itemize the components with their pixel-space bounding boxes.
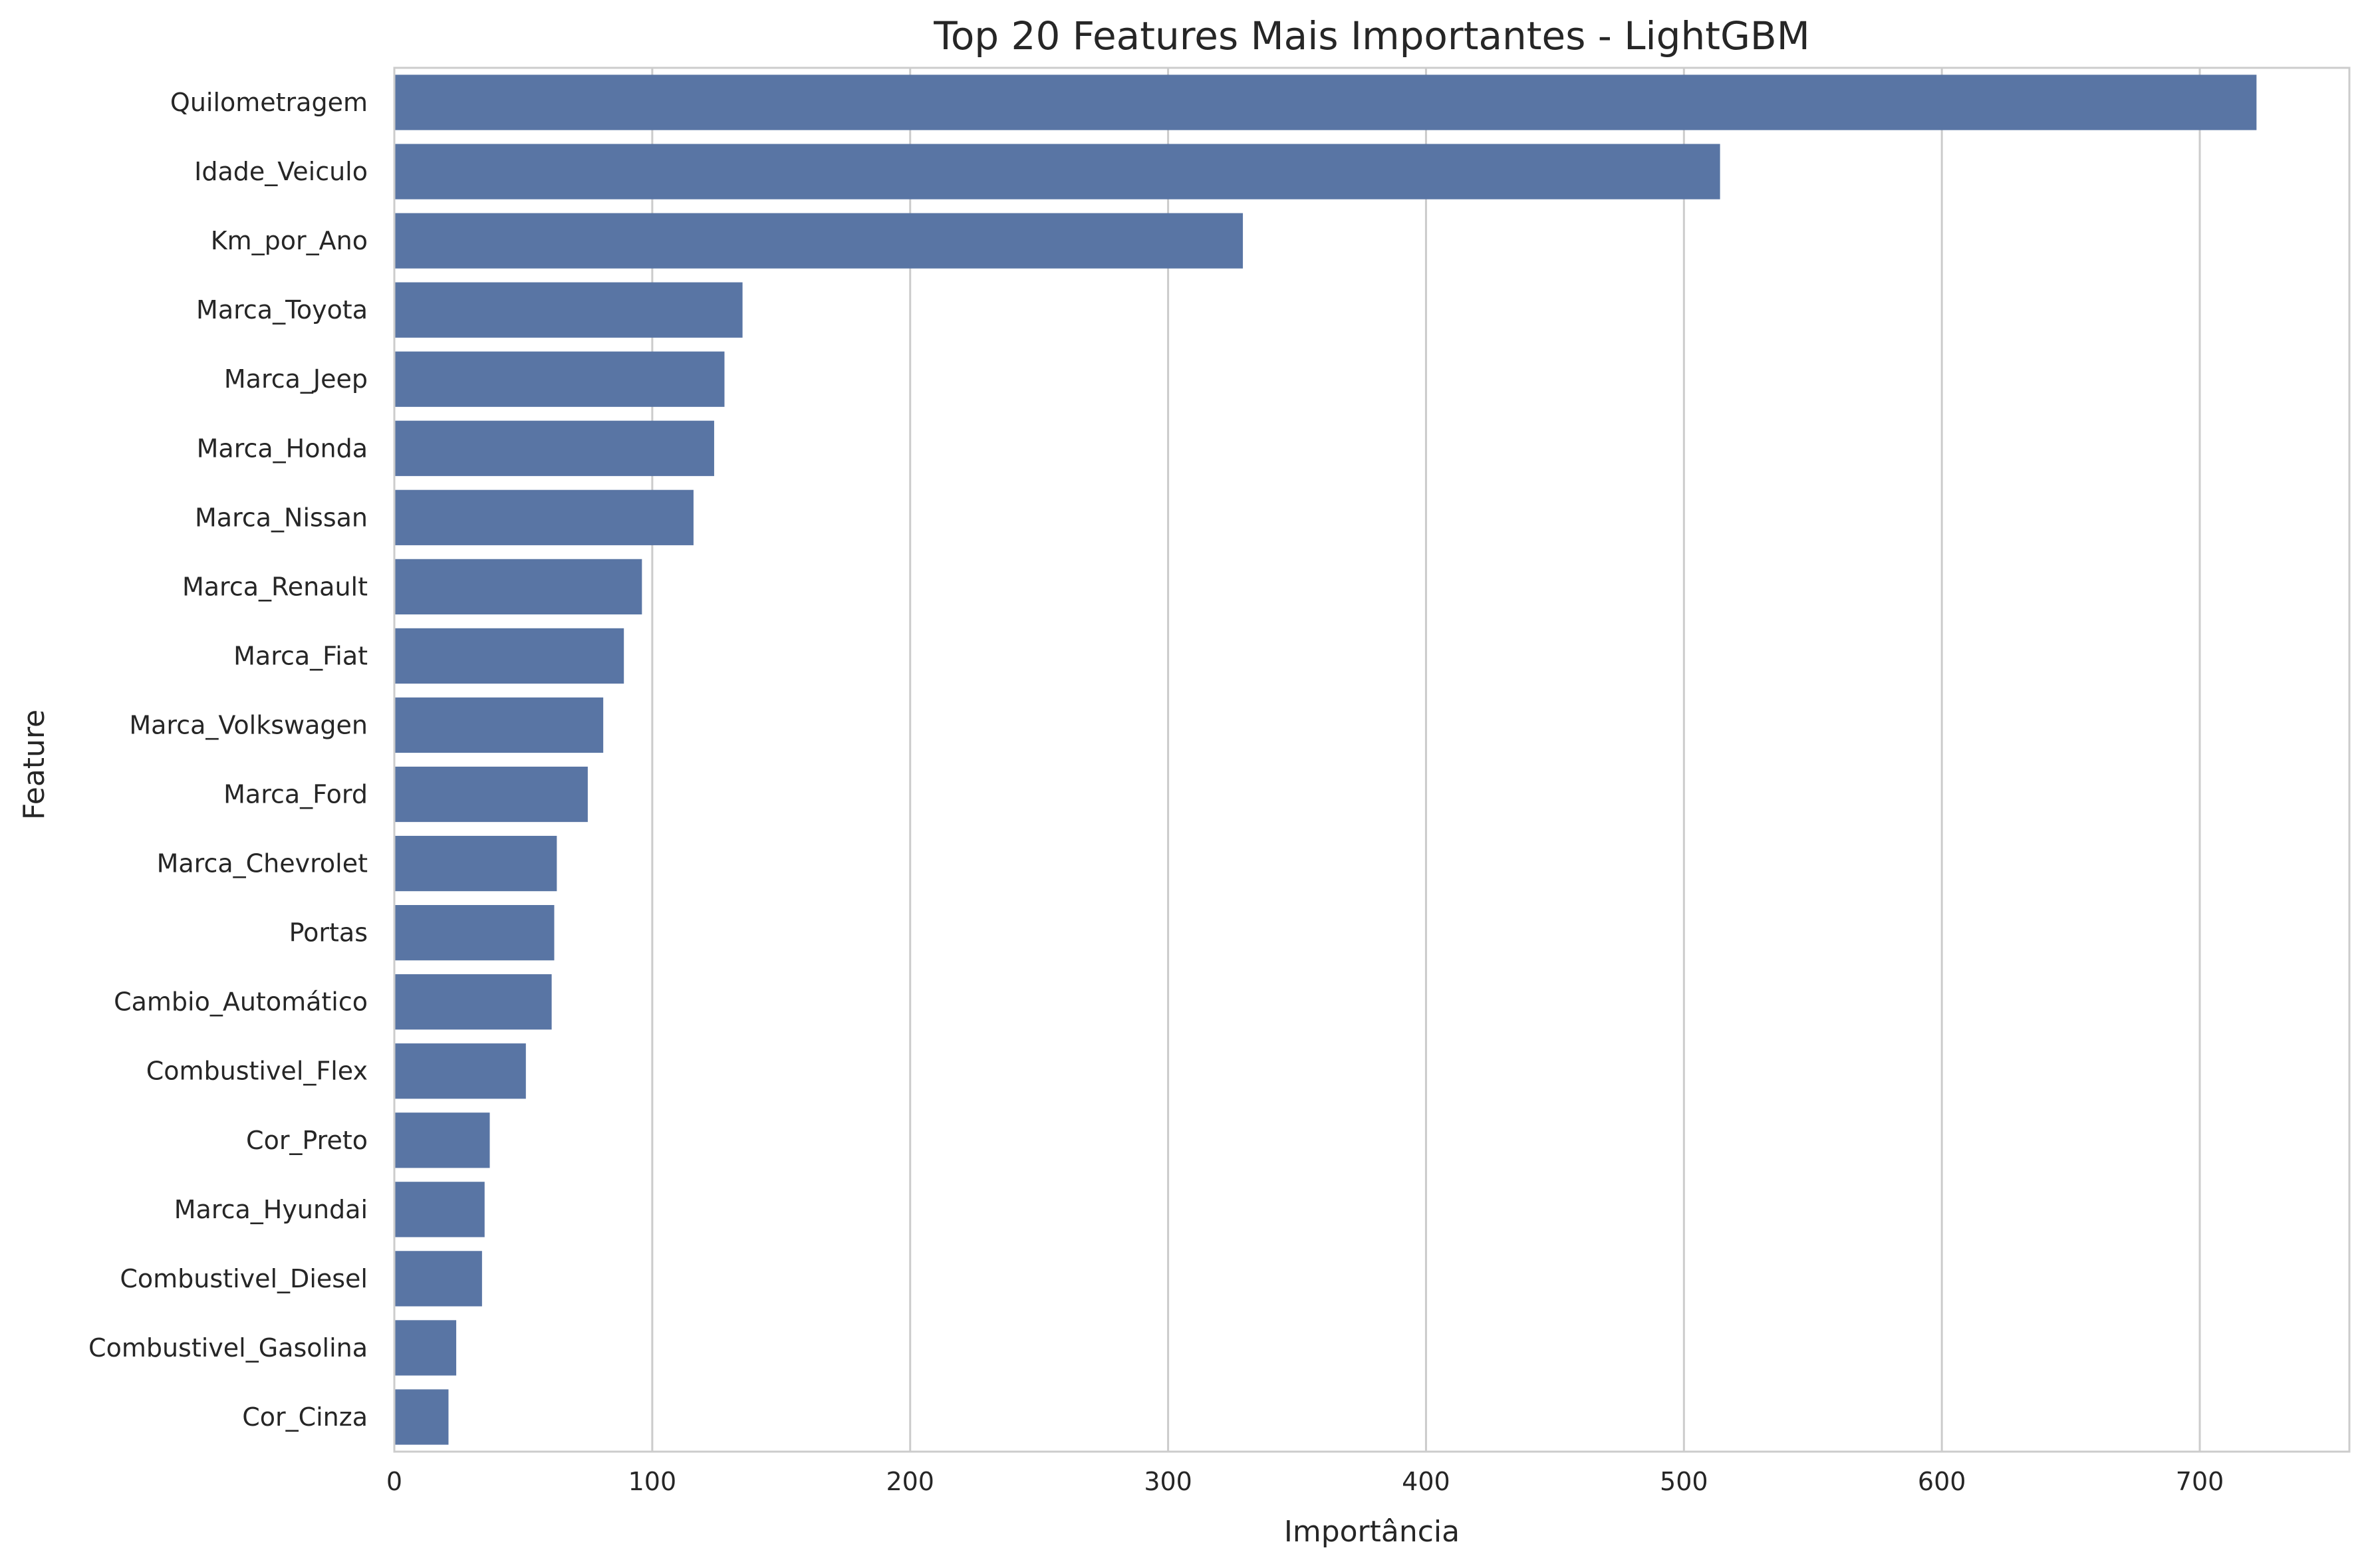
plot-frame: [393, 66, 2351, 1453]
y-tick-label-combustivel-gasolina: Combustivel_Gasolina: [88, 1333, 368, 1363]
y-tick-label-cor-cinza: Cor_Cinza: [242, 1402, 368, 1432]
bar-marca-fiat: [394, 628, 624, 684]
bar-portas: [394, 905, 555, 961]
y-tick-label-quilometragem: Quilometragem: [170, 88, 368, 117]
y-tick-label-marca-volkswagen: Marca_Volkswagen: [129, 710, 368, 739]
y-tick-label-marca-toyota: Marca_Toyota: [196, 295, 368, 325]
y-tick-label-marca-jeep: Marca_Jeep: [224, 364, 368, 394]
bar-marca-toyota: [394, 282, 743, 338]
x-tick-label-300: 300: [1144, 1467, 1192, 1496]
bar-marca-jeep: [394, 351, 725, 407]
y-tick-label-marca-hyundai: Marca_Hyundai: [174, 1195, 368, 1224]
bar-marca-ford: [394, 766, 588, 823]
bar-cambio-autom-tico: [394, 974, 552, 1030]
y-tick-labels: Quilometragem Idade_Veiculo Km_por_Ano Marc…: [88, 88, 368, 1432]
x-tick-label-700: 700: [2176, 1467, 2224, 1496]
bar-marca-chevrolet: [394, 835, 557, 892]
x-tick-label-500: 500: [1660, 1467, 1708, 1496]
x-tick-label-200: 200: [886, 1467, 934, 1496]
x-tick-label-100: 100: [628, 1467, 677, 1496]
x-tick-labels: 0 100 200 300 400 500 600 700: [386, 1467, 2224, 1496]
bar-marca-nissan: [394, 489, 694, 545]
y-tick-label-km-por-ano: Km_por_Ano: [211, 226, 368, 255]
bar-marca-renault: [394, 559, 642, 614]
y-tick-label-marca-nissan: Marca_Nissan: [195, 503, 368, 532]
y-tick-label-portas: Portas: [289, 918, 368, 948]
y-tick-label-marca-ford: Marca_Ford: [223, 780, 368, 809]
bar-combustivel-diesel: [394, 1251, 482, 1307]
bar-idade-veiculo: [394, 144, 1720, 199]
bar-marca-hyundai: [394, 1182, 485, 1238]
bar-marca-volkswagen: [394, 697, 604, 753]
bar-combustivel-flex: [394, 1043, 526, 1099]
y-tick-label-marca-fiat: Marca_Fiat: [233, 641, 368, 670]
bars: [394, 74, 2257, 1445]
bar-marca-honda: [394, 420, 714, 476]
y-tick-label-cor-preto: Cor_Preto: [246, 1126, 368, 1155]
x-tick-label-0: 0: [386, 1467, 402, 1496]
grid-lines: [393, 68, 2201, 1452]
y-axis-label: Feature: [17, 710, 51, 820]
y-tick-label-idade-veiculo: Idade_Veiculo: [194, 157, 368, 186]
bar-combustivel-gasolina: [394, 1320, 457, 1376]
x-axis-label: Importância: [1284, 1515, 1460, 1549]
bar-km-por-ano: [394, 213, 1244, 269]
x-tick-label-600: 600: [1918, 1467, 1966, 1496]
y-tick-label-combustivel-diesel: Combustivel_Diesel: [120, 1264, 368, 1293]
bar-quilometragem: [394, 74, 2257, 130]
y-tick-label-marca-honda: Marca_Honda: [197, 434, 368, 463]
y-tick-label-marca-renault: Marca_Renault: [182, 572, 368, 601]
x-tick-label-400: 400: [1402, 1467, 1450, 1496]
bar-cor-preto: [394, 1112, 490, 1168]
y-tick-label-marca-chevrolet: Marca_Chevrolet: [157, 849, 368, 878]
chart-title: Top 20 Features Mais Importantes - Light…: [933, 13, 1810, 59]
bar-cor-cinza: [394, 1389, 449, 1445]
y-tick-label-cambio-autom-tico: Cambio_Automático: [114, 987, 368, 1017]
y-tick-label-combustivel-flex: Combustivel_Flex: [146, 1057, 368, 1086]
